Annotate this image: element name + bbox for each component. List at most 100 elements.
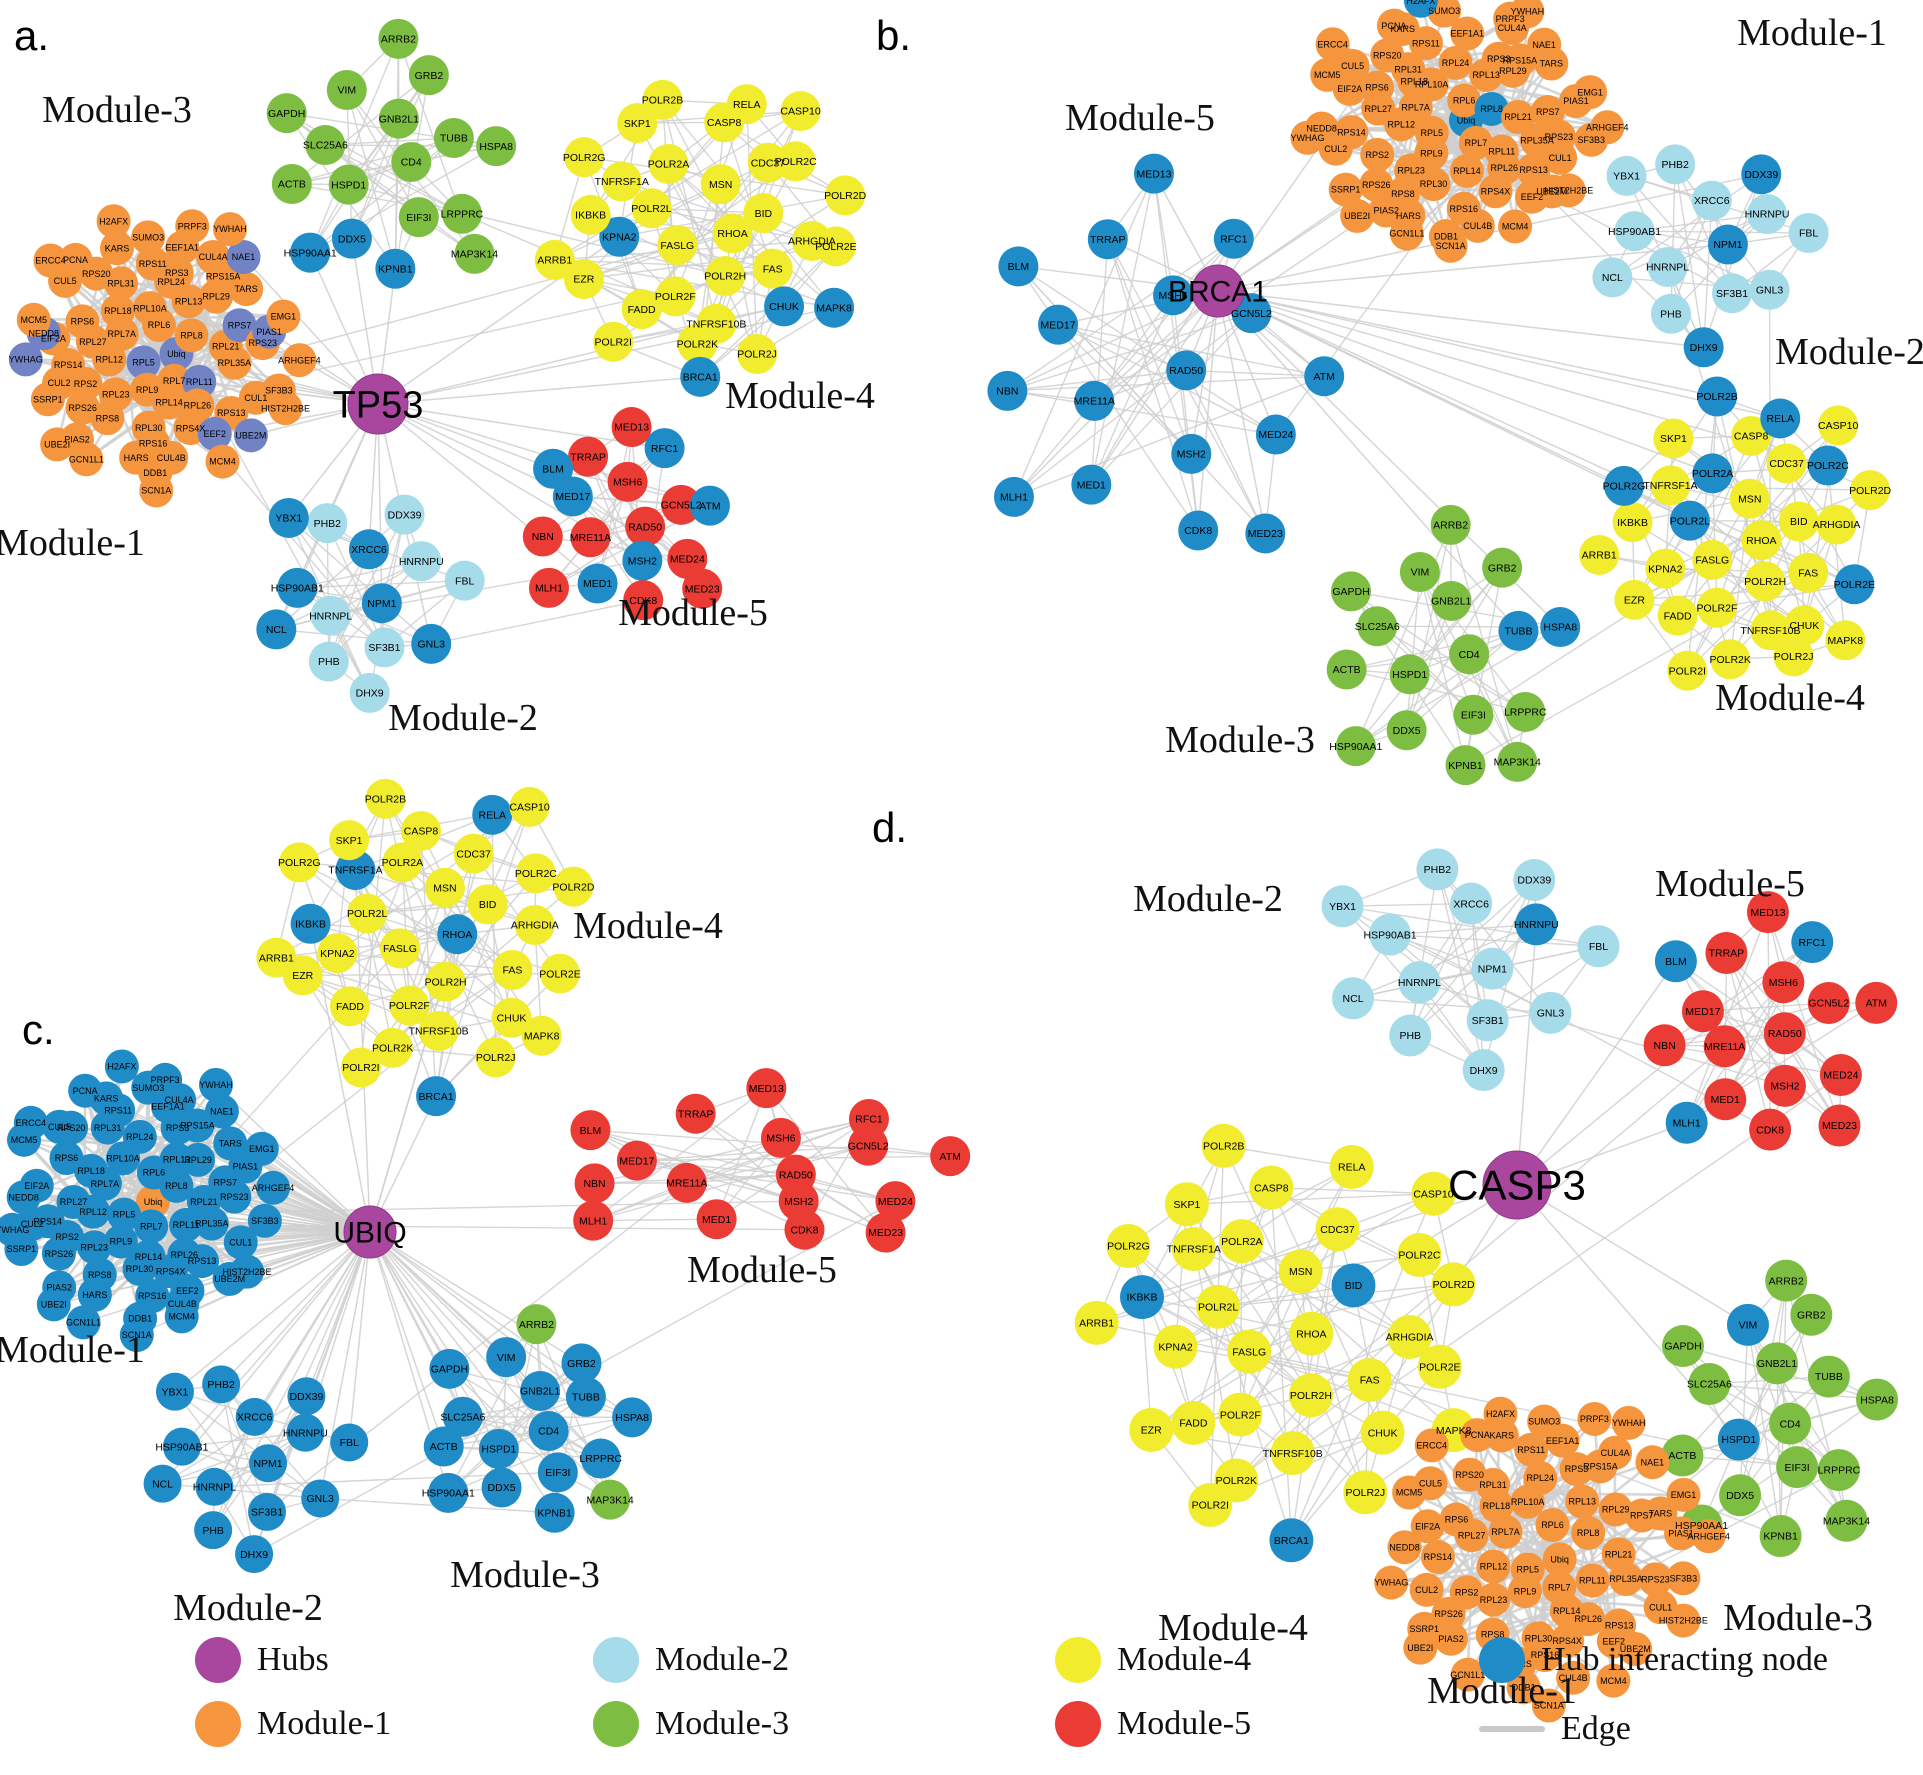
node-label-a-RPS15A: RPS15A bbox=[206, 272, 241, 282]
node-label-c-RPL18: RPL18 bbox=[77, 1166, 105, 1176]
node-label-d-RPS11: RPS11 bbox=[1517, 1445, 1545, 1455]
node-label-b-POLR2J: POLR2J bbox=[1774, 651, 1814, 663]
node-label-a-DDB1: DDB1 bbox=[143, 468, 167, 478]
node-label-d-BRCA1: BRCA1 bbox=[1274, 1535, 1309, 1547]
node-label-b-HNRNPL: HNRNPL bbox=[1646, 262, 1689, 274]
module-title-c-module2: Module-2 bbox=[173, 1587, 323, 1629]
node-label-a-CUL1: CUL1 bbox=[244, 393, 267, 403]
node-label-a-PCNA: PCNA bbox=[63, 255, 88, 265]
node-c-DHX9 bbox=[235, 1535, 274, 1574]
node-b-RPS2 bbox=[1360, 137, 1395, 172]
node-label-c-RPS26: RPS26 bbox=[45, 1249, 74, 1259]
node-label-d-RPS6: RPS6 bbox=[1445, 1515, 1469, 1525]
node-label-a-CD4: CD4 bbox=[401, 157, 422, 169]
node-c-SKP1 bbox=[329, 820, 370, 861]
node-label-b-MED17: MED17 bbox=[1041, 319, 1076, 331]
node-d-VIM bbox=[1726, 1303, 1769, 1346]
node-b-RHOA bbox=[1741, 520, 1782, 561]
node-label-d-PIAS1: PIAS1 bbox=[1668, 1528, 1694, 1538]
node-label-a-FBL: FBL bbox=[455, 575, 474, 587]
nodes-a-module2 bbox=[256, 494, 485, 713]
node-label-b-RPL7: RPL7 bbox=[1465, 138, 1488, 148]
node-d-NCL bbox=[1332, 977, 1375, 1020]
node-b-POLR2G bbox=[1603, 465, 1644, 506]
node-b-XRCC6 bbox=[1691, 180, 1732, 221]
node-c-POLR2F bbox=[389, 985, 430, 1026]
node-d-TUBB bbox=[1807, 1355, 1850, 1398]
node-label-b-ARHGDIA: ARHGDIA bbox=[1813, 519, 1861, 531]
node-label-d-FAS: FAS bbox=[1360, 1375, 1380, 1387]
node-c-BRCA1 bbox=[416, 1076, 457, 1117]
node-b-POLR2J bbox=[1773, 636, 1814, 677]
node-c-DDX5 bbox=[481, 1467, 522, 1508]
node-label-c-RPL23: RPL23 bbox=[81, 1243, 109, 1253]
node-label-b-POLR2A: POLR2A bbox=[1692, 468, 1733, 480]
node-label-c-HNRNPU: HNRNPU bbox=[283, 1427, 328, 1439]
node-a-HIST2H2BE bbox=[268, 391, 303, 426]
hub-label-TP53: TP53 bbox=[333, 384, 424, 426]
node-label-a-UBE2I: UBE2I bbox=[44, 440, 70, 450]
node-b-RFC1 bbox=[1213, 218, 1254, 259]
node-label-c-HSP90AB1: HSP90AB1 bbox=[155, 1441, 208, 1453]
node-c-KPNB1 bbox=[534, 1492, 575, 1533]
node-label-b-RPS20: RPS20 bbox=[1373, 50, 1402, 60]
node-d-MSH6 bbox=[1762, 961, 1805, 1004]
node-label-d-HSPD1: HSPD1 bbox=[1721, 1434, 1756, 1446]
node-label-c-RPL7A: RPL7A bbox=[91, 1179, 120, 1189]
node-label-d-POLR2K: POLR2K bbox=[1216, 1475, 1257, 1487]
node-d-RPS11 bbox=[1514, 1432, 1549, 1467]
node-d-SCN1A bbox=[1531, 1688, 1566, 1723]
node-a-RPS26 bbox=[65, 390, 100, 425]
node-label-b-MSH6: MSH6 bbox=[1158, 290, 1187, 302]
node-a-POLR2F bbox=[655, 276, 696, 317]
node-c-YWHAG bbox=[0, 1212, 30, 1247]
node-label-c-LRPPRC: LRPPRC bbox=[579, 1453, 622, 1465]
node-c-MAPK8 bbox=[521, 1015, 562, 1056]
labels-c-module2: NPM1 HNRNPL XRCC6 SF3B1 HSP90AB1 HNRNPU PHB PHB… bbox=[152, 1379, 359, 1561]
node-a-TARS bbox=[229, 272, 264, 307]
node-c-RELA bbox=[472, 794, 513, 835]
node-label-b-RPL29: RPL29 bbox=[1499, 66, 1527, 76]
labels-b-module2: NPM1 HNRNPL XRCC6 SF3B1 HSP90AB1 HNRNPU PHB PHB… bbox=[1602, 159, 1819, 354]
module-title-d-module2: Module-2 bbox=[1133, 878, 1283, 920]
node-a-ARRB2 bbox=[378, 18, 419, 59]
node-a-PCNA bbox=[58, 242, 93, 277]
node-c-CD4 bbox=[528, 1411, 569, 1452]
node-d-RFC1 bbox=[1791, 921, 1834, 964]
node-d-ARHGDIA bbox=[1387, 1315, 1432, 1360]
node-c-RPS13 bbox=[185, 1244, 220, 1279]
node-label-d-PHB: PHB bbox=[1399, 1030, 1421, 1042]
node-label-b-CUL4B: CUL4B bbox=[1463, 221, 1492, 231]
node-b-HSPA8 bbox=[1540, 607, 1581, 648]
node-b-ARHGEF4 bbox=[1590, 110, 1625, 145]
node-label-d-RFC1: RFC1 bbox=[1799, 937, 1827, 949]
node-label-b-RPS14: RPS14 bbox=[1337, 127, 1366, 137]
node-label-c-GCN1L1: GCN1L1 bbox=[66, 1318, 101, 1328]
node-label-c-RPL21: RPL21 bbox=[190, 1197, 218, 1207]
node-label-d-RPL21: RPL21 bbox=[1605, 1549, 1633, 1559]
node-d-RPL9 bbox=[1507, 1574, 1542, 1609]
node-d-MCM4 bbox=[1596, 1663, 1631, 1698]
node-c-TRRAP bbox=[675, 1093, 716, 1134]
node-label-c-IKBKB: IKBKB bbox=[295, 918, 326, 930]
node-label-d-RELA: RELA bbox=[1338, 1162, 1365, 1174]
node-a-EEF2 bbox=[197, 416, 232, 451]
node-label-a-HSPD1: HSPD1 bbox=[331, 179, 366, 191]
node-label-b-Ubiq: Ubiq bbox=[1457, 115, 1476, 125]
node-label-b-CD4: CD4 bbox=[1459, 649, 1480, 661]
node-label-d-MCM4: MCM4 bbox=[1600, 1676, 1627, 1686]
node-b-PHB2 bbox=[1655, 144, 1696, 185]
node-d-RHOA bbox=[1289, 1311, 1334, 1356]
node-a-CD4 bbox=[391, 142, 432, 183]
node-b-POLR2L bbox=[1669, 500, 1710, 541]
node-label-a-HIST2H2BE: HIST2H2BE bbox=[261, 403, 310, 413]
node-label-d-GNL3: GNL3 bbox=[1537, 1007, 1565, 1019]
node-label-d-FASLG: FASLG bbox=[1232, 1346, 1266, 1358]
node-c-TNFRSF1A bbox=[335, 849, 376, 890]
node-label-b-HSPA8: HSPA8 bbox=[1543, 622, 1577, 634]
node-label-b-HARS: HARS bbox=[1396, 211, 1421, 221]
panel-letter-c: c. bbox=[22, 1006, 55, 1053]
legend-swatch-module1 bbox=[195, 1701, 241, 1747]
node-label-a-RPS26: RPS26 bbox=[68, 403, 97, 413]
node-label-d-KPNB1: KPNB1 bbox=[1763, 1531, 1798, 1543]
